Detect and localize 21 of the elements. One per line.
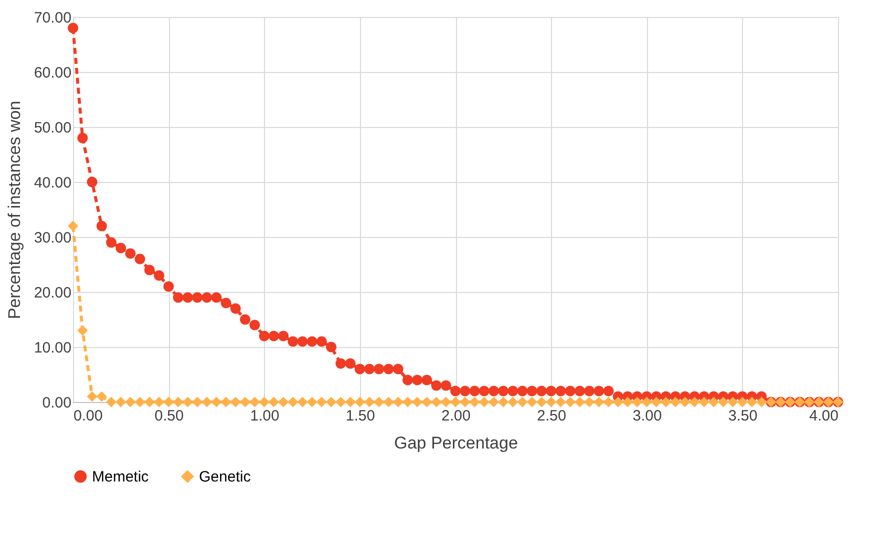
x-tick-label: 0.50	[154, 408, 184, 424]
x-axis-title: Gap Percentage	[394, 434, 518, 452]
y-tick-label: 40.00	[34, 174, 72, 192]
legend-label: Genetic	[199, 468, 252, 486]
x-tick-label: 0.00	[74, 408, 103, 424]
x-tick-label: 3.50	[728, 408, 758, 424]
x-tick-label: 1.50	[346, 408, 375, 424]
x-tick-label: 4.00	[809, 408, 838, 424]
legend-label: Memetic	[92, 468, 150, 486]
x-tick-label: 2.00	[441, 408, 471, 424]
x-tick-label: 3.00	[632, 408, 662, 424]
y-tick-label: 10.00	[34, 340, 72, 356]
y-tick-label: 60.00	[34, 64, 72, 82]
x-tick-label: 2.50	[537, 408, 566, 424]
y-tick-label: 0.00	[42, 394, 72, 412]
y-axis-title: Percentage of instances won	[4, 100, 24, 320]
y-tick-label: 20.00	[34, 284, 72, 302]
y-tick-label: 50.00	[34, 120, 72, 136]
y-tick-label: 70.00	[34, 10, 72, 26]
y-tick-label: 30.00	[34, 230, 72, 246]
x-tick-label: 1.00	[250, 408, 280, 424]
